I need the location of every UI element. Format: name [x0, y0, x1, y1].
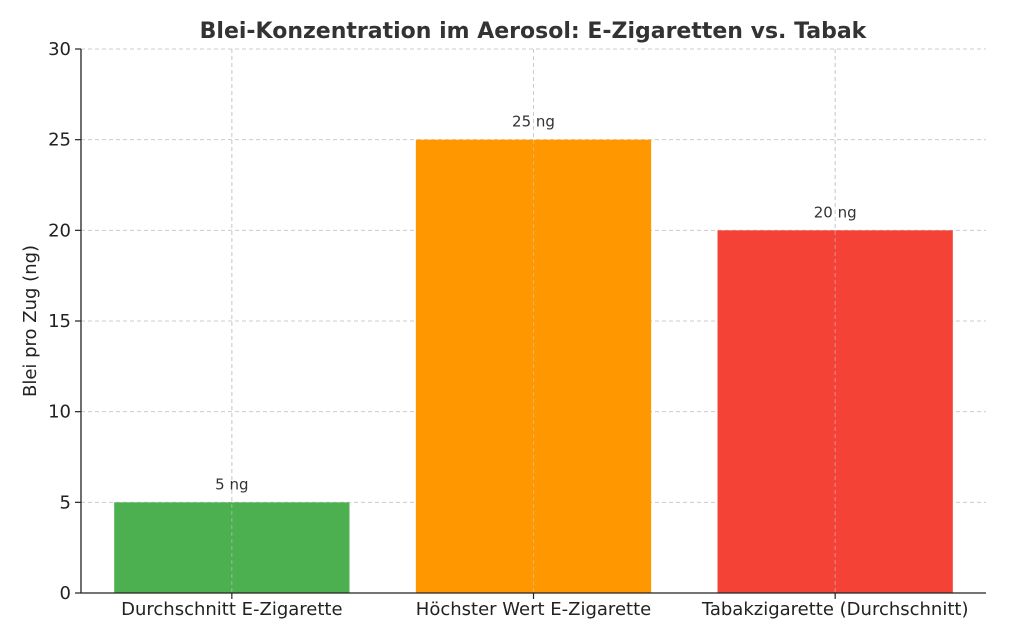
data-label: 25 ng	[512, 113, 555, 131]
y-tick-label: 0	[60, 583, 71, 604]
x-tick-label: Durchschnitt E-Zigarette	[121, 599, 342, 620]
y-axis-label: Blei pro Zug (ng)	[20, 245, 41, 397]
labels: 0 5 10 15 20 25 30 Durchschnitt E-Zigarette Höch…	[48, 39, 968, 620]
chart-title: Blei-Konzentration im Aerosol: E-Zigaret…	[200, 19, 868, 44]
axes	[75, 48, 986, 599]
data-label: 5 ng	[215, 475, 248, 493]
y-tick-label: 5	[60, 492, 71, 513]
x-tick-label: Höchster Wert E-Zigarette	[416, 599, 651, 620]
y-tick-label: 25	[48, 130, 71, 151]
y-tick-label: 15	[48, 311, 71, 332]
y-tick-label: 20	[48, 220, 71, 241]
x-tick-label: Tabakzigarette (Durchschnitt)	[701, 599, 969, 620]
data-label: 20 ng	[814, 203, 857, 221]
y-tick-label: 10	[48, 402, 71, 423]
y-tick-label: 30	[48, 39, 71, 60]
bar	[717, 230, 953, 594]
